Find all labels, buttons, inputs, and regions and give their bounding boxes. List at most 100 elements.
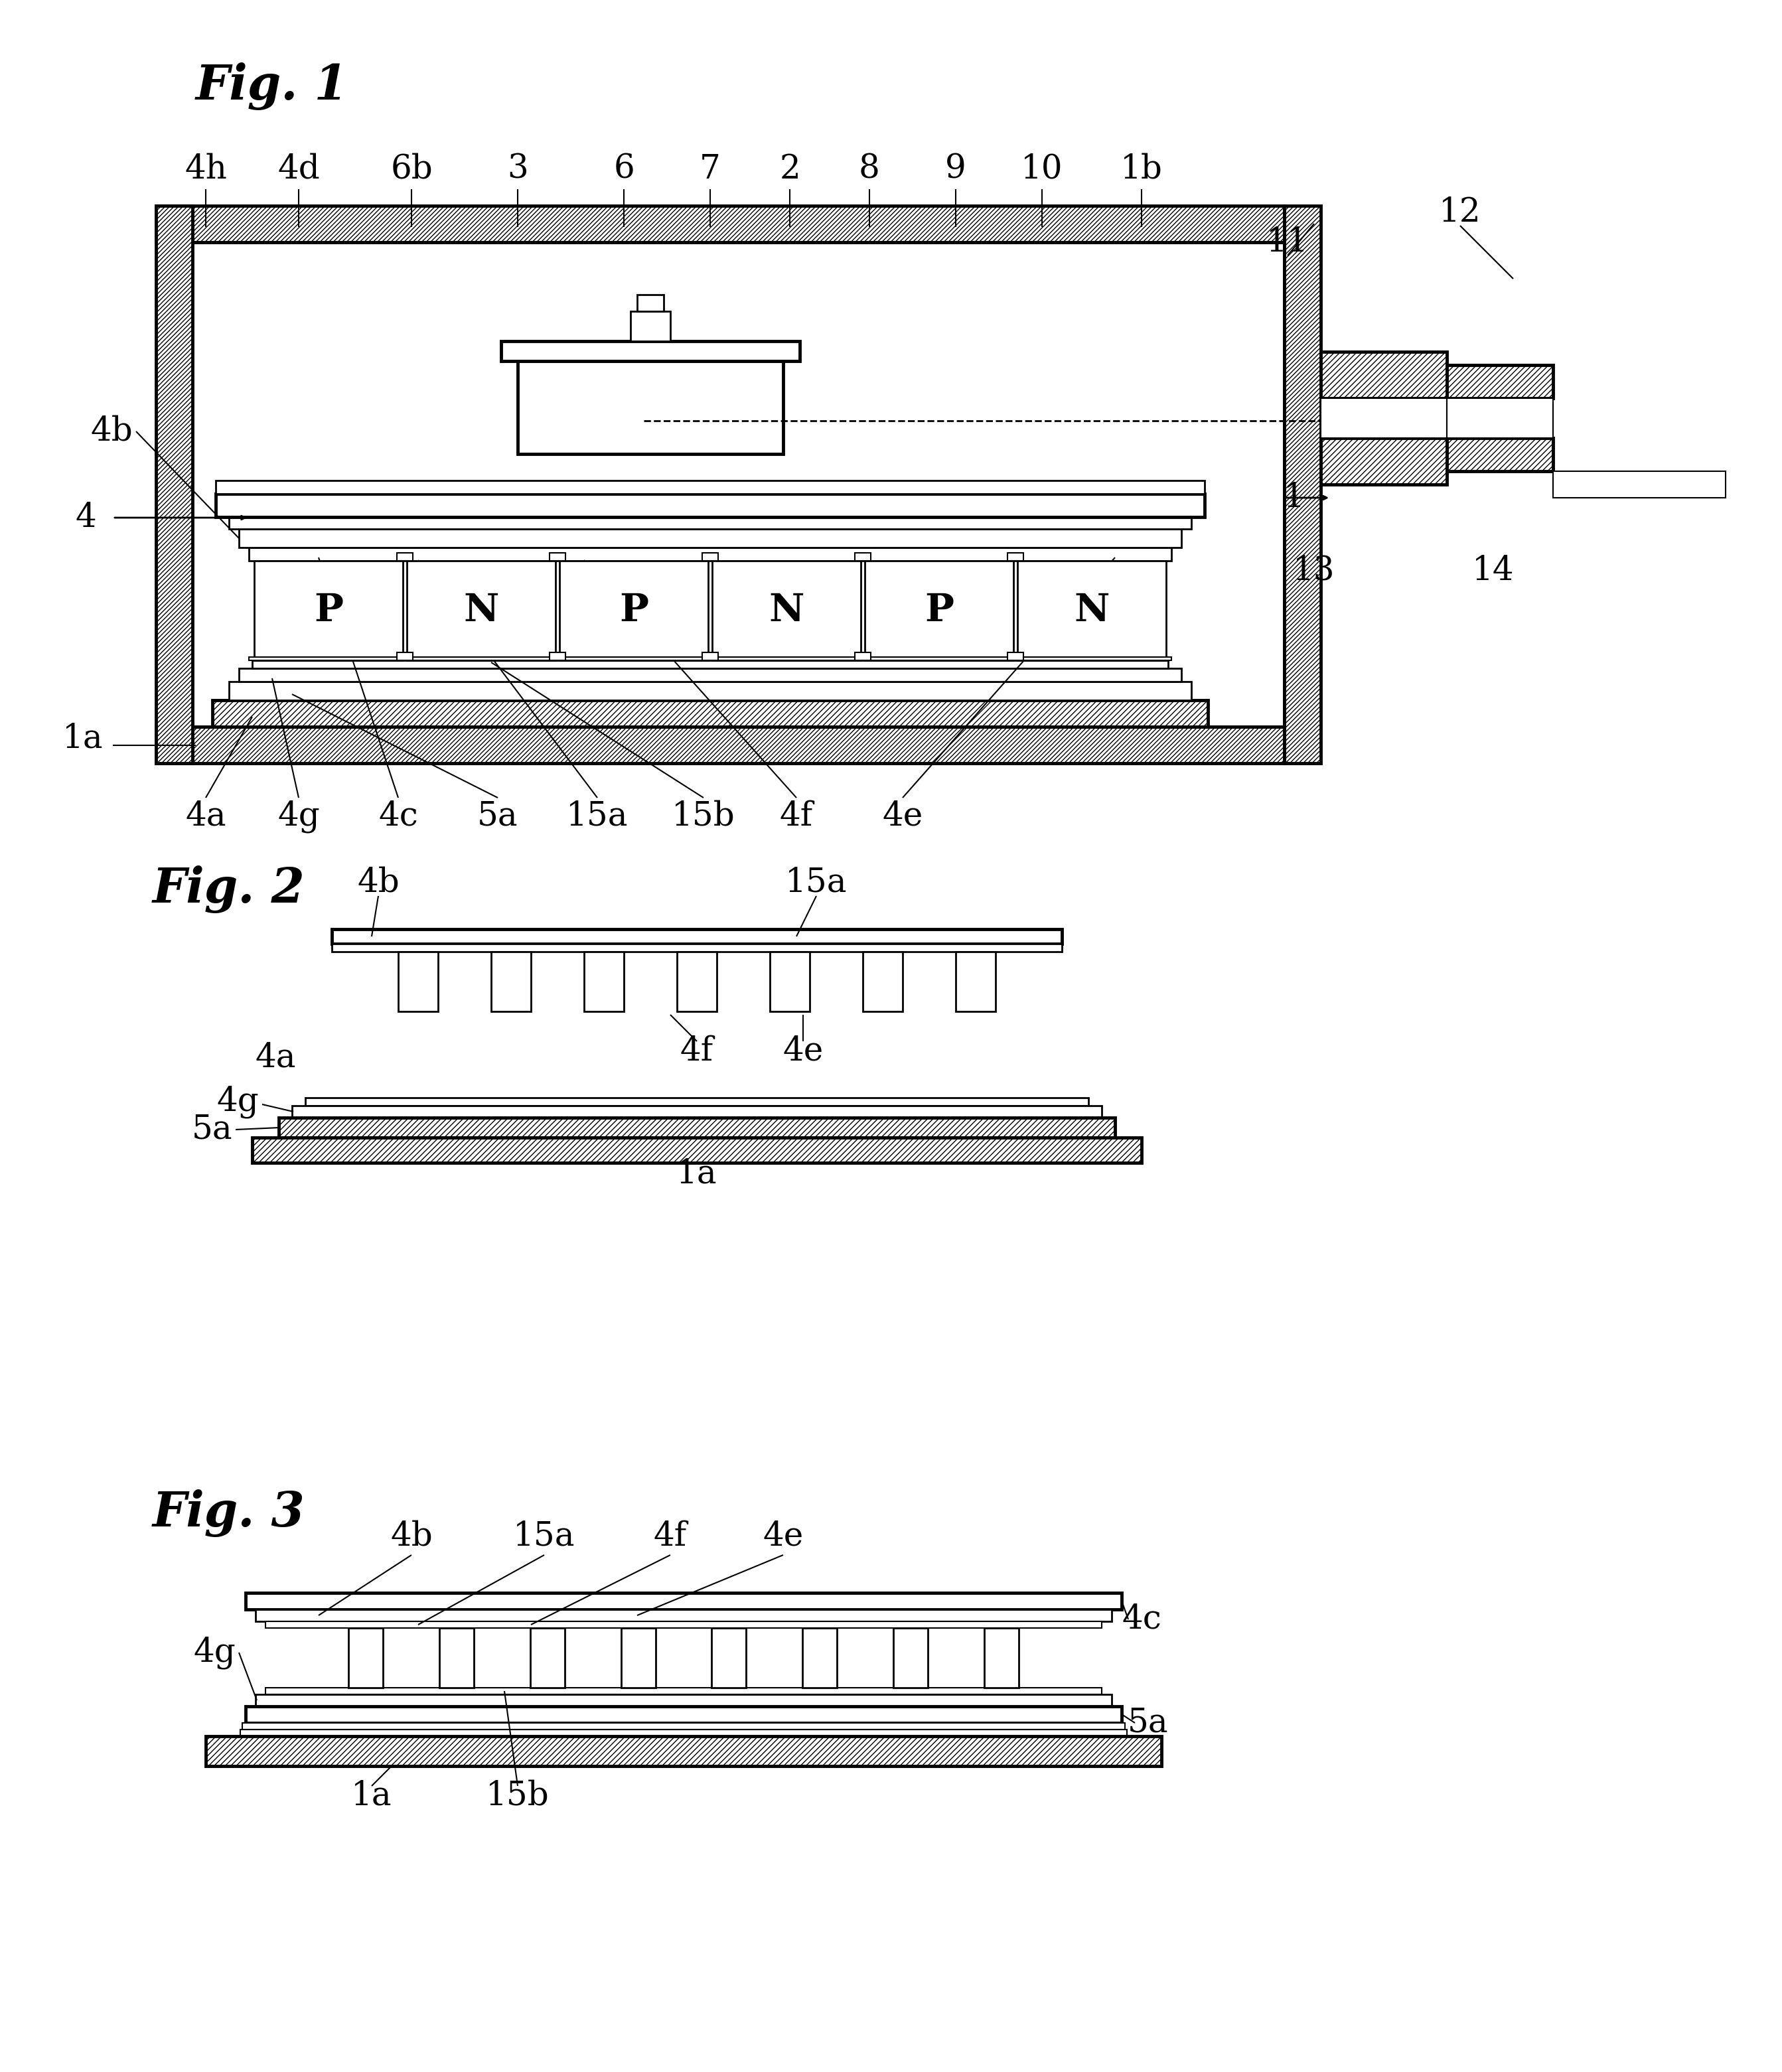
Text: 4b: 4b [390,1521,433,1552]
Bar [205,1736,1162,1765]
Text: 4e: 4e [882,800,923,833]
Text: 4f: 4f [681,1034,713,1067]
Text: 11: 11 [1267,226,1308,259]
Bar [1554,470,1725,497]
Bar [253,661,1167,669]
Bar [549,653,565,661]
Bar [770,951,809,1011]
Text: Fig. 3: Fig. 3 [153,1490,305,1537]
Bar [1285,205,1320,762]
Bar [1320,398,1447,437]
Bar [242,1724,1124,1730]
Text: 4g: 4g [217,1086,258,1119]
Text: 5a: 5a [478,800,519,833]
Bar [1447,437,1554,470]
Text: 4h: 4h [185,153,226,186]
Text: 15a: 15a [513,1521,576,1552]
Text: 1: 1 [1283,481,1304,514]
Bar [984,1629,1019,1689]
Text: 1a: 1a [351,1780,392,1813]
Bar [549,553,565,562]
Text: 6: 6 [613,153,634,186]
Text: 6b: 6b [390,153,433,186]
Bar [246,1593,1121,1610]
Bar [292,1106,1101,1117]
Bar [802,1629,838,1689]
Bar [864,562,1014,661]
Bar [1320,352,1447,398]
Bar [266,1622,1101,1629]
Bar [1018,562,1165,661]
Bar [266,1689,1101,1695]
Text: 1a: 1a [62,723,103,754]
Text: 5a: 5a [191,1113,232,1146]
Bar [501,342,800,361]
Bar [519,361,782,454]
Text: 9: 9 [944,153,966,186]
Text: 4: 4 [75,501,96,535]
Bar [239,528,1181,547]
Text: 7: 7 [700,153,720,186]
Bar [228,682,1192,700]
Text: P: P [925,593,953,630]
Bar [157,205,192,762]
Text: 4a: 4a [255,1042,296,1073]
Bar [893,1629,928,1689]
Text: 4c: 4c [378,800,419,833]
Text: 15a: 15a [567,800,629,833]
Bar [278,1117,1116,1138]
Text: P: P [314,593,344,630]
Bar [584,951,624,1011]
Text: 4a: 4a [185,800,226,833]
Bar [529,1629,565,1689]
Bar [620,1629,656,1689]
Text: 4b: 4b [91,414,132,448]
Text: 4b: 4b [356,866,399,899]
Text: 14: 14 [1472,555,1515,586]
Bar [855,653,871,661]
Bar [438,1629,474,1689]
Bar [246,1707,1121,1724]
Text: 15b: 15b [672,800,736,833]
Text: N: N [768,593,804,630]
Text: 3: 3 [508,153,527,186]
Bar [239,669,1181,682]
Text: 4d: 4d [278,153,319,186]
Bar [228,518,1192,528]
Text: 10: 10 [1021,153,1064,186]
Bar [397,553,413,562]
Text: 1a: 1a [677,1158,718,1191]
Text: 15b: 15b [486,1780,549,1813]
Bar [397,951,438,1011]
Bar [157,727,1285,762]
Bar [677,951,716,1011]
Text: P: P [618,593,649,630]
Bar [331,928,1062,943]
Text: 5a: 5a [1128,1707,1169,1738]
Text: 4e: 4e [763,1521,804,1552]
Bar [255,1610,1112,1622]
Bar [1007,553,1023,562]
Text: 4g: 4g [192,1637,235,1668]
Bar [305,1098,1089,1106]
Text: 15a: 15a [786,866,848,899]
Text: 4g: 4g [278,800,319,833]
Bar [216,481,1205,493]
Bar [702,653,718,661]
Bar [862,951,903,1011]
Bar [157,205,1285,242]
Bar [1007,653,1023,661]
Text: 12: 12 [1440,197,1481,228]
Bar [347,1629,383,1689]
Text: 4f: 4f [654,1521,688,1552]
Bar [216,493,1205,518]
Bar [255,562,403,661]
Bar [1447,398,1554,437]
Bar [406,562,556,661]
Text: 13: 13 [1294,555,1335,586]
Text: 4c: 4c [1121,1604,1162,1635]
Text: 4e: 4e [782,1034,823,1067]
Bar [955,951,996,1011]
Bar [397,653,413,661]
Text: 1b: 1b [1121,153,1162,186]
